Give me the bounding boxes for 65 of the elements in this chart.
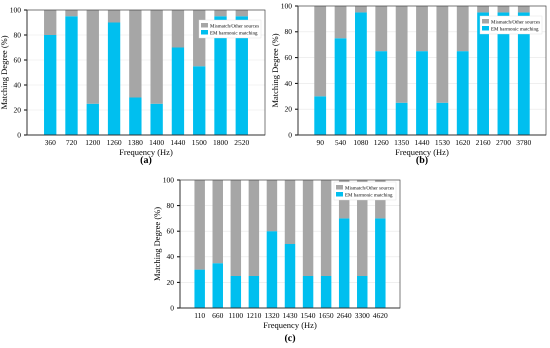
bar xyxy=(248,276,260,308)
bar xyxy=(44,35,56,135)
bar xyxy=(334,38,346,135)
bar xyxy=(498,6,510,12)
bar xyxy=(86,104,99,135)
bar xyxy=(214,10,227,16)
bar xyxy=(284,180,296,244)
bar xyxy=(416,6,428,52)
bar xyxy=(338,218,350,308)
y-axis-title: Matching Degree (%) xyxy=(0,35,9,110)
bar xyxy=(396,102,408,135)
bar xyxy=(456,51,469,135)
bar xyxy=(266,231,278,308)
bar xyxy=(375,51,388,135)
bar xyxy=(355,6,367,12)
text: (b) xyxy=(416,155,428,166)
bar xyxy=(396,6,408,103)
bar xyxy=(314,96,326,135)
bar xyxy=(129,10,142,98)
bar xyxy=(44,10,56,35)
bar xyxy=(302,180,314,276)
text: (a) xyxy=(140,155,152,166)
bar xyxy=(212,180,223,264)
bar xyxy=(456,6,469,52)
x-axis-title: Frequency (Hz) xyxy=(119,147,173,157)
bar xyxy=(355,12,367,135)
bar xyxy=(150,10,163,104)
bar xyxy=(193,66,206,135)
bar xyxy=(375,218,386,308)
bar xyxy=(194,180,205,270)
bar xyxy=(248,180,260,276)
bar xyxy=(314,6,326,96)
bar xyxy=(284,244,296,308)
bar xyxy=(129,98,142,135)
bar xyxy=(65,10,78,16)
bar xyxy=(334,6,346,38)
bar xyxy=(65,16,78,135)
bar xyxy=(194,270,205,308)
bar xyxy=(150,104,163,135)
bar xyxy=(357,276,368,308)
bar xyxy=(436,6,448,103)
bar xyxy=(212,263,223,308)
bar xyxy=(172,10,184,48)
x-axis-title: Frequency (Hz) xyxy=(263,320,317,330)
bar xyxy=(266,180,278,232)
bar xyxy=(416,51,428,135)
bar xyxy=(436,102,448,135)
bar xyxy=(172,48,184,135)
x-axis-title: Frequency (Hz) xyxy=(395,147,449,157)
bar xyxy=(230,276,242,308)
bar xyxy=(477,12,489,135)
bar xyxy=(86,10,99,104)
bar xyxy=(230,180,242,276)
bar xyxy=(320,180,332,276)
bar xyxy=(320,276,332,308)
y-axis-title: Matching Degree (%) xyxy=(270,33,280,108)
bar xyxy=(477,6,489,12)
bar xyxy=(236,10,248,16)
bar xyxy=(108,22,120,135)
bar xyxy=(108,10,120,22)
text: (c) xyxy=(284,333,296,344)
bar xyxy=(302,276,314,308)
bar xyxy=(518,6,530,12)
y-axis-title: Matching Degree (%) xyxy=(152,206,162,282)
bar xyxy=(375,6,388,52)
